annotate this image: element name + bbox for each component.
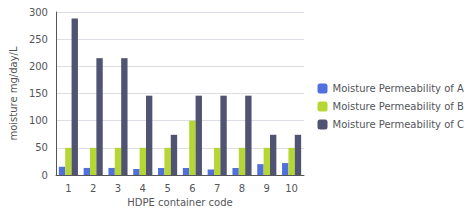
- svg-text:moisture mg/day/L: moisture mg/day/L: [8, 46, 19, 141]
- svg-text:3: 3: [115, 183, 121, 194]
- svg-text:10: 10: [285, 183, 298, 194]
- svg-text:Moisture Permeability of C: Moisture Permeability of C: [333, 119, 465, 130]
- svg-text:4: 4: [140, 183, 146, 194]
- svg-text:9: 9: [264, 183, 270, 194]
- svg-text:300: 300: [29, 7, 48, 18]
- svg-text:200: 200: [29, 61, 48, 72]
- svg-text:6: 6: [189, 183, 195, 194]
- svg-text:HDPE container code: HDPE container code: [127, 197, 232, 208]
- svg-text:Moisture Permeability of B: Moisture Permeability of B: [333, 101, 465, 112]
- svg-text:7: 7: [214, 183, 220, 194]
- svg-text:150: 150: [29, 88, 48, 99]
- svg-text:250: 250: [29, 34, 48, 45]
- svg-text:1: 1: [65, 183, 71, 194]
- svg-text:8: 8: [239, 183, 245, 194]
- svg-text:50: 50: [35, 142, 48, 153]
- svg-text:0: 0: [42, 170, 48, 181]
- svg-text:100: 100: [29, 115, 48, 126]
- svg-text:5: 5: [164, 183, 170, 194]
- svg-text:Moisture Permeability of A: Moisture Permeability of A: [333, 83, 465, 94]
- svg-text:2: 2: [90, 183, 96, 194]
